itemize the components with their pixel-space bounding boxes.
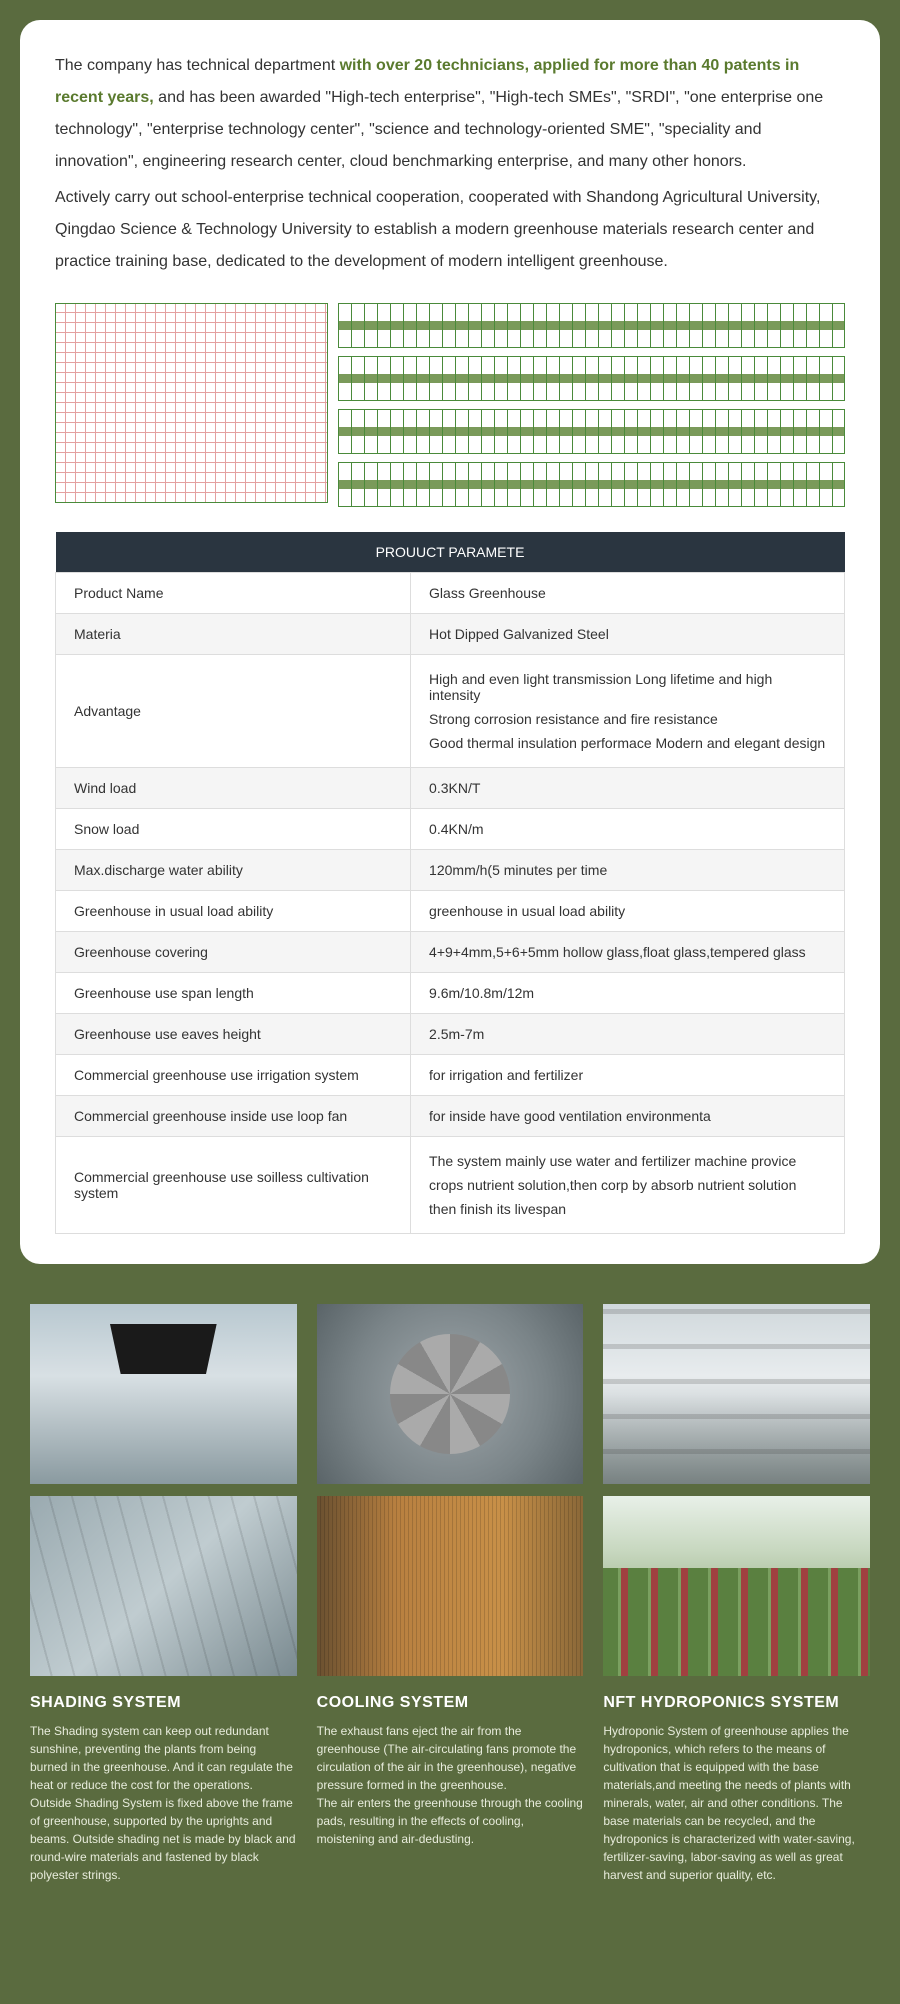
param-label: Commercial greenhouse use soilless culti… [56,1137,411,1234]
intro-post: and has been awarded "High-tech enterpri… [55,89,823,170]
param-label: Advantage [56,655,411,768]
shading-desc: The Shading system can keep out redundan… [30,1722,297,1884]
param-value: 4+9+4mm,5+6+5mm hollow glass,float glass… [411,932,845,973]
table-row: MateriaHot Dipped Galvanized Steel [56,614,845,655]
shading-image-1 [30,1304,297,1484]
table-row: Greenhouse use span length9.6m/10.8m/12m [56,973,845,1014]
shading-system-col: SHADING SYSTEM The Shading system can ke… [30,1304,297,1884]
param-label: Greenhouse use span length [56,973,411,1014]
param-label: Max.discharge water ability [56,850,411,891]
cooling-image-2 [317,1496,584,1676]
nft-image-1 [603,1304,870,1484]
nft-title: NFT HYDROPONICS SYSTEM [603,1694,870,1712]
plan-view-diagram [55,303,328,503]
param-value: for irrigation and fertilizer [411,1055,845,1096]
param-value: greenhouse in usual load ability [411,891,845,932]
table-row: Greenhouse use eaves height2.5m-7m [56,1014,845,1055]
elevation-diagrams [338,303,845,507]
intro-pre: The company has technical department [55,57,340,74]
param-label: Materia [56,614,411,655]
cooling-desc: The exhaust fans eject the air from the … [317,1722,584,1848]
param-value: Glass Greenhouse [411,573,845,614]
param-value: 2.5m-7m [411,1014,845,1055]
nft-desc: Hydroponic System of greenhouse applies … [603,1722,870,1884]
cooling-title: COOLING SYSTEM [317,1694,584,1712]
cooling-system-col: COOLING SYSTEM The exhaust fans eject th… [317,1304,584,1884]
elevation-1 [338,303,845,348]
param-label: Greenhouse in usual load ability [56,891,411,932]
param-value: 0.4KN/m [411,809,845,850]
table-row: Max.discharge water ability120mm/h(5 min… [56,850,845,891]
elevation-4 [338,462,845,507]
param-value: Hot Dipped Galvanized Steel [411,614,845,655]
table-row: Snow load0.4KN/m [56,809,845,850]
table-row: Product NameGlass Greenhouse [56,573,845,614]
shading-image-2 [30,1496,297,1676]
table-row: Greenhouse covering4+9+4mm,5+6+5mm hollo… [56,932,845,973]
elevation-2 [338,356,845,401]
technical-diagrams [55,303,845,507]
param-label: Commercial greenhouse use irrigation sys… [56,1055,411,1096]
content-card: The company has technical department wit… [20,20,880,1264]
table-row: Commercial greenhouse inside use loop fa… [56,1096,845,1137]
param-value: 120mm/h(5 minutes per time [411,850,845,891]
cooling-image-1 [317,1304,584,1484]
table-row: Greenhouse in usual load abilitygreenhou… [56,891,845,932]
nft-system-col: NFT HYDROPONICS SYSTEM Hydroponic System… [603,1304,870,1884]
param-value: The system mainly use water and fertiliz… [411,1137,845,1234]
param-value: for inside have good ventilation environ… [411,1096,845,1137]
param-label: Commercial greenhouse inside use loop fa… [56,1096,411,1137]
parameters-table: PROUUCT PARAMETE Product NameGlass Green… [55,532,845,1234]
systems-section: SHADING SYSTEM The Shading system can ke… [0,1284,900,1924]
table-row: Commercial greenhouse use soilless culti… [56,1137,845,1234]
param-value: 9.6m/10.8m/12m [411,973,845,1014]
param-label: Snow load [56,809,411,850]
elevation-3 [338,409,845,454]
shading-title: SHADING SYSTEM [30,1694,297,1712]
nft-image-2 [603,1496,870,1676]
param-label: Product Name [56,573,411,614]
param-value: 0.3KN/T [411,768,845,809]
intro-paragraph-2: Actively carry out school-enterprise tec… [55,182,845,278]
table-header: PROUUCT PARAMETE [56,532,845,573]
table-row: Commercial greenhouse use irrigation sys… [56,1055,845,1096]
param-value: High and even light transmission Long li… [411,655,845,768]
param-label: Wind load [56,768,411,809]
table-row: Wind load0.3KN/T [56,768,845,809]
param-label: Greenhouse covering [56,932,411,973]
table-row: AdvantageHigh and even light transmissio… [56,655,845,768]
intro-paragraph-1: The company has technical department wit… [55,50,845,178]
param-label: Greenhouse use eaves height [56,1014,411,1055]
